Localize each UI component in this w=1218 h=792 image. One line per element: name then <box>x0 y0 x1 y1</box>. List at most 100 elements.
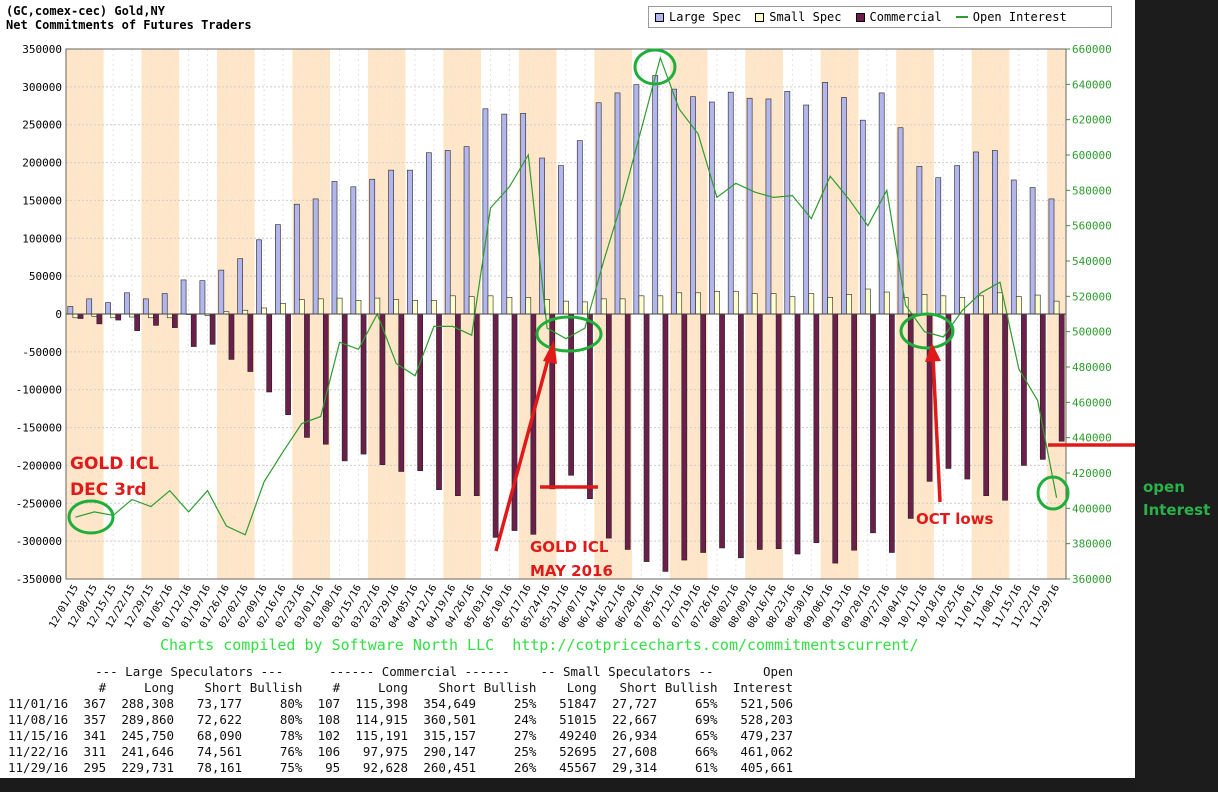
table-cell <box>8 680 76 696</box>
y-left-tick-label: 200000 <box>22 157 62 170</box>
circle-may-low <box>535 315 603 353</box>
bar-large-spec <box>425 152 432 315</box>
bar-commercial <box>360 313 367 455</box>
bar-large-spec <box>916 166 923 315</box>
annotation-gold-icl-dec-1: GOLD ICL <box>70 454 159 474</box>
bar-large-spec <box>614 92 621 315</box>
bar-large-spec <box>576 140 583 315</box>
bar-small-spec <box>1015 296 1022 315</box>
bar-small-spec <box>468 296 475 315</box>
bar-large-spec <box>482 108 489 315</box>
table-cell: Long <box>377 680 409 695</box>
table-group-header: ------ Commercial ------ <box>329 664 510 679</box>
bar-large-spec <box>671 88 677 315</box>
bar-large-spec <box>765 98 772 315</box>
bar-commercial <box>756 313 763 550</box>
annotation-gold-icl-may-1: GOLD ICL <box>530 538 609 556</box>
bar-commercial <box>134 313 140 331</box>
table-cell: 115,191 <box>355 728 409 743</box>
right-margin <box>1135 0 1218 792</box>
chart-legend: Large Spec Small Spec Commercial Open In… <box>648 6 1112 28</box>
bar-commercial <box>455 313 461 497</box>
bar-large-spec <box>558 165 564 315</box>
y-left-tick-label: -150000 <box>16 422 62 435</box>
bar-commercial <box>266 313 273 393</box>
table-cell: 92,628 <box>362 760 409 775</box>
table-cell: 66% <box>695 744 718 759</box>
bar-large-spec <box>935 177 942 315</box>
bar-commercial <box>813 313 820 543</box>
annotation-open-interest-1: open <box>1143 478 1185 496</box>
y-right-tick-label: 400000 <box>1072 502 1112 515</box>
table-cell: 11/01/16 <box>8 696 69 711</box>
bar-large-spec <box>1010 179 1017 315</box>
y-right-tick-label: 640000 <box>1072 78 1112 91</box>
bar-small-spec <box>242 309 249 315</box>
table-cell: 108 <box>317 712 341 727</box>
legend-item-commercial: Commercial <box>855 10 942 24</box>
bar-small-spec <box>148 313 154 319</box>
table-cell: 22,667 <box>612 712 658 727</box>
y-left-tick-label: -350000 <box>16 573 62 586</box>
table-cell: 528,203 <box>740 712 794 727</box>
bar-commercial <box>851 313 857 551</box>
table-cell: Bullish <box>483 680 537 695</box>
table-header-groups: --- Large Speculators --- ------ Commerci… <box>8 664 793 680</box>
y-right-tick-label: 420000 <box>1072 467 1112 480</box>
table-group-header: Open <box>762 664 794 679</box>
bar-small-spec <box>940 295 947 315</box>
bar-commercial <box>96 313 103 325</box>
table-cell: 311 <box>83 744 107 759</box>
bar-small-spec <box>827 297 833 315</box>
bar-small-spec <box>751 293 758 315</box>
bar-small-spec <box>72 313 79 319</box>
bar-small-spec <box>808 293 815 315</box>
table-cell: 461,062 <box>740 744 794 759</box>
bar-large-spec <box>727 91 734 315</box>
bar-large-spec <box>859 119 866 315</box>
bar-commercial <box>417 313 423 472</box>
table-header-columns: # Long Short Bullish # Long Short Bullish Long Sh… <box>8 680 793 696</box>
bar-small-spec <box>412 300 418 315</box>
bar-commercial <box>511 313 518 531</box>
bar-small-spec <box>317 298 324 315</box>
y-left-tick-label: 50000 <box>29 270 62 283</box>
table-cell: 11/29/16 <box>8 760 69 775</box>
table-cell: 69% <box>695 712 718 727</box>
table-cell: 288,308 <box>121 696 175 711</box>
circle-july-peak <box>633 48 677 86</box>
bar-small-spec <box>883 291 890 315</box>
bar-commercial <box>172 313 178 328</box>
bar-commercial <box>379 313 386 465</box>
bar-large-spec <box>595 102 602 315</box>
legend-label-small-spec: Small Spec <box>769 10 842 24</box>
table-cell: 27,727 <box>612 696 658 711</box>
bar-commercial <box>964 313 971 480</box>
table-cell: 367 <box>83 696 107 711</box>
bar-commercial <box>775 313 782 550</box>
bar-small-spec <box>261 307 267 315</box>
bar-large-spec <box>142 298 149 315</box>
bar-small-spec <box>336 297 343 315</box>
chart-header-subtitle: Net Commitments of Futures Traders <box>6 18 252 32</box>
bar-small-spec <box>619 298 626 315</box>
bar-small-spec <box>846 294 852 315</box>
bar-commercial <box>719 313 725 549</box>
table-cell: 315,157 <box>423 728 477 743</box>
table-cell: 295 <box>83 760 107 775</box>
bar-commercial <box>700 313 707 553</box>
y-left-tick-label: -300000 <box>16 535 62 548</box>
table-cell: 68,090 <box>196 728 242 743</box>
bar-small-spec <box>374 297 381 315</box>
table-cell: 521,506 <box>740 696 794 711</box>
y-right-tick-label: 540000 <box>1072 255 1112 268</box>
legend-item-small-spec: Small Spec <box>755 10 842 24</box>
bar-small-spec <box>393 299 400 315</box>
bar-commercial <box>436 313 442 490</box>
bar-small-spec <box>110 313 117 319</box>
table-cell: Interest <box>732 680 794 695</box>
bar-commercial <box>190 313 197 347</box>
table-cell: Short <box>619 680 658 695</box>
bar-small-spec <box>1034 294 1041 315</box>
bar-large-spec <box>293 203 300 315</box>
